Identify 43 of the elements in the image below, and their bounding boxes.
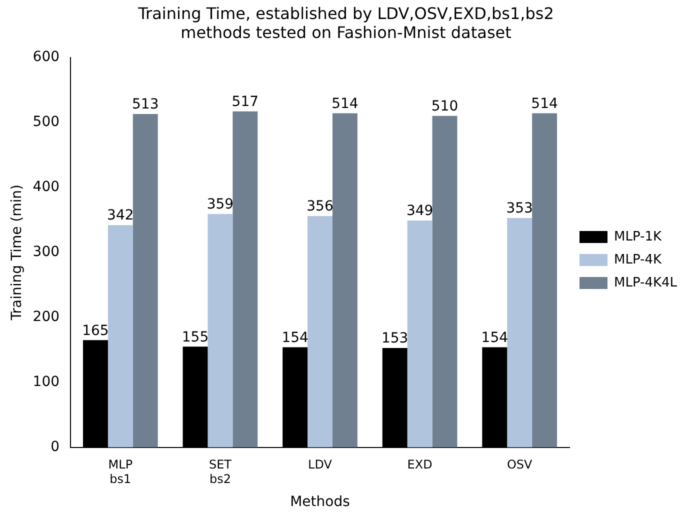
data-label: 510 (431, 98, 458, 115)
bar (232, 111, 258, 448)
data-label: 153 (381, 330, 408, 347)
data-label: 155 (182, 329, 209, 346)
y-tick-label: 400 (32, 179, 60, 196)
legend-label: MLP-1K (614, 229, 662, 244)
bar (208, 214, 233, 448)
data-label: 513 (132, 96, 159, 113)
legend-label: MLP-4K (614, 252, 662, 268)
chart-title: Training Time, established by LDV,OSV,EXD,bs1,bs2 methods tested on Fashion-Mnist dataset (137, 4, 554, 42)
x-tick-label: MLP bs1 (108, 458, 133, 486)
x-tick-label: EXD (407, 458, 432, 472)
x-axis-title: Methods (290, 494, 350, 510)
bar (507, 218, 532, 448)
y-tick-label: 200 (32, 309, 60, 326)
data-label: 359 (206, 196, 234, 213)
data-label: 517 (232, 94, 259, 110)
bar (432, 116, 458, 448)
bar (132, 114, 158, 448)
data-label: 342 (107, 208, 134, 224)
data-label: 356 (306, 198, 334, 215)
bar (407, 220, 432, 448)
y-axis-title: Training Time (min) (9, 184, 26, 322)
y-tick-label: 300 (32, 244, 60, 260)
y-tick-label: 600 (32, 49, 60, 66)
data-label: 154 (481, 330, 508, 346)
bar (108, 225, 133, 448)
data-label: 349 (406, 203, 434, 220)
legend-label: MLP-4K4L (614, 275, 678, 290)
data-label: 165 (82, 322, 109, 339)
x-tick-label: OSV (506, 458, 534, 472)
y-tick-label: 100 (32, 374, 60, 390)
y-tick-label: 500 (32, 114, 60, 130)
bar (532, 113, 558, 448)
bar (332, 113, 358, 448)
data-label: 514 (332, 96, 358, 112)
bar (308, 216, 332, 448)
x-tick-label: SET bs2 (208, 458, 232, 486)
x-tick-label: LDV (308, 458, 333, 472)
data-label: 154 (282, 330, 309, 346)
data-label: 353 (506, 200, 533, 217)
y-tick-label: 0 (50, 439, 60, 456)
data-label: 514 (531, 96, 558, 112)
